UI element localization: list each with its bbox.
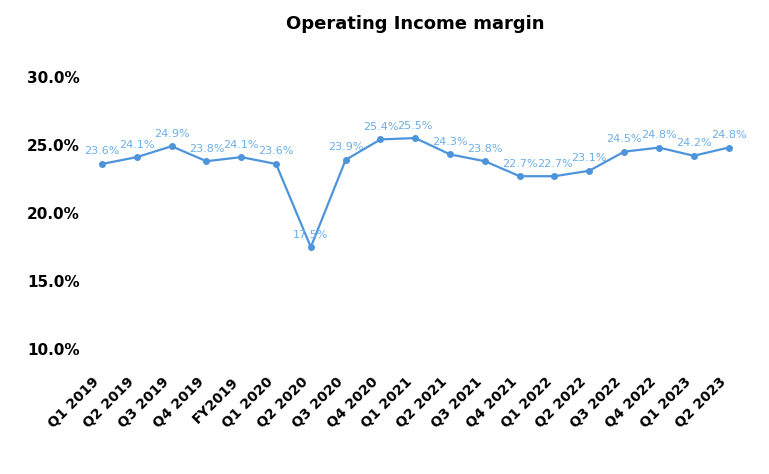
Text: 24.8%: 24.8%: [711, 130, 747, 140]
Text: 24.1%: 24.1%: [119, 140, 155, 150]
Text: 23.8%: 23.8%: [188, 144, 225, 154]
Title: Operating Income margin: Operating Income margin: [286, 15, 544, 33]
Text: 23.1%: 23.1%: [571, 153, 607, 163]
Text: 23.6%: 23.6%: [258, 146, 294, 156]
Text: 22.7%: 22.7%: [502, 159, 538, 169]
Text: 17.5%: 17.5%: [293, 229, 328, 239]
Text: 24.1%: 24.1%: [224, 140, 259, 150]
Text: 25.4%: 25.4%: [363, 122, 398, 132]
Text: 24.8%: 24.8%: [641, 130, 677, 140]
Text: 24.9%: 24.9%: [154, 129, 189, 139]
Text: 24.3%: 24.3%: [432, 137, 468, 147]
Text: 24.5%: 24.5%: [606, 134, 642, 144]
Text: 24.2%: 24.2%: [676, 138, 711, 148]
Text: 25.5%: 25.5%: [398, 120, 433, 130]
Text: 23.6%: 23.6%: [85, 146, 120, 156]
Text: 23.9%: 23.9%: [328, 142, 364, 152]
Text: 23.8%: 23.8%: [467, 144, 503, 154]
Text: 22.7%: 22.7%: [537, 159, 572, 169]
